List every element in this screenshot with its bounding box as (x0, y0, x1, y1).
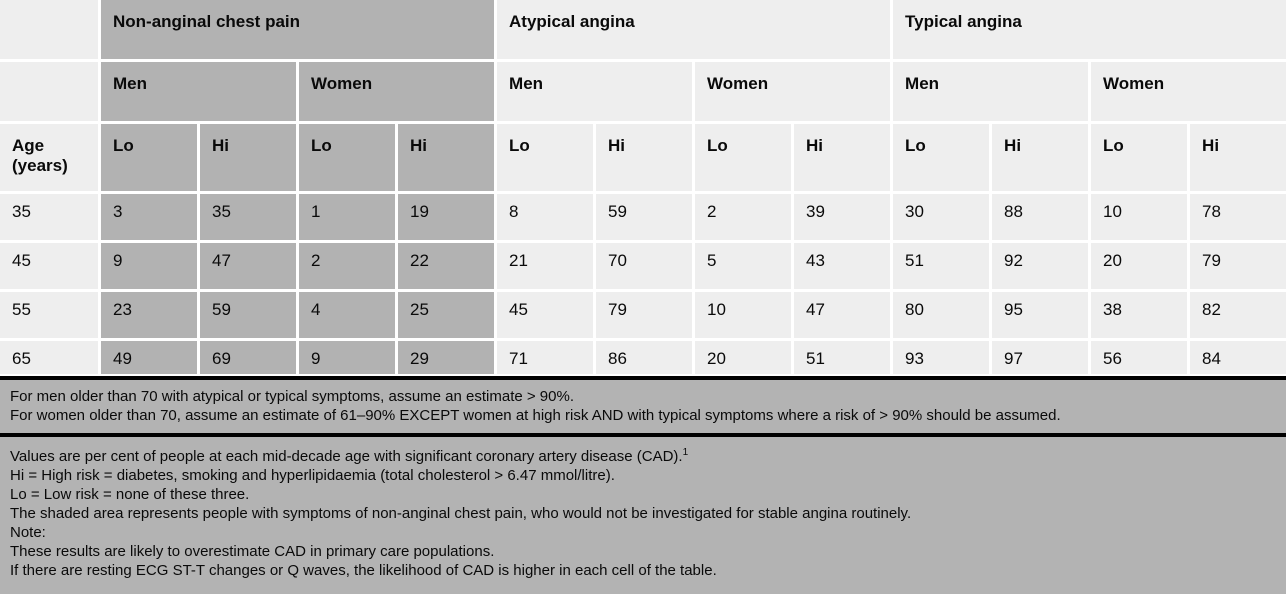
value-cell: 30 (893, 194, 990, 240)
group-header-non-anginal: Non-anginal chest pain (101, 0, 495, 59)
age-cell: 55 (0, 292, 98, 338)
value-cell: 78 (1190, 194, 1286, 240)
value-cell: 59 (596, 194, 693, 240)
sex-header-women: Women (695, 62, 891, 121)
value-cell: 71 (497, 341, 594, 374)
corner-cell-empty (0, 0, 98, 59)
value-cell: 35 (200, 194, 296, 240)
risk-header-hi: Hi (200, 124, 296, 191)
risk-header-lo: Lo (299, 124, 395, 191)
value-cell: 95 (992, 292, 1089, 338)
risk-header-lo: Lo (695, 124, 792, 191)
value-cell: 82 (1190, 292, 1286, 338)
footnote-ecg: If there are resting ECG ST-T changes or… (10, 562, 717, 579)
value-cell: 2 (299, 243, 395, 289)
risk-header-lo: Lo (893, 124, 990, 191)
risk-header-lo: Lo (101, 124, 197, 191)
sex-header-men: Men (101, 62, 296, 121)
value-cell: 9 (299, 341, 395, 374)
group-header-atypical: Atypical angina (497, 0, 891, 59)
risk-header-hi: Hi (1190, 124, 1286, 191)
table-row-age-65: 65 49 69 9 29 71 86 20 51 93 97 56 84 (0, 341, 1286, 374)
footnote-shaded-area: The shaded area represents people with s… (10, 505, 912, 522)
table-row-age-55: 55 23 59 4 25 45 79 10 47 80 95 38 82 (0, 292, 1286, 338)
value-cell: 51 (794, 341, 891, 374)
age-cell: 35 (0, 194, 98, 240)
value-cell: 10 (1091, 194, 1188, 240)
value-cell: 22 (398, 243, 495, 289)
value-cell: 80 (893, 292, 990, 338)
value-cell: 39 (794, 194, 891, 240)
footnote-reference-1: 1 (682, 447, 689, 458)
footnote-values-definition: Values are per cent of people at each mi… (10, 447, 689, 466)
value-cell: 3 (101, 194, 197, 240)
value-cell: 20 (1091, 243, 1188, 289)
table-row-age-35: 35 3 35 1 19 8 59 2 39 30 88 10 78 (0, 194, 1286, 240)
value-cell: 79 (596, 292, 693, 338)
value-cell: 19 (398, 194, 495, 240)
value-cell: 5 (695, 243, 792, 289)
footnote-note-label: Note: (10, 524, 46, 541)
table-row-age-45: 45 9 47 2 22 21 70 5 43 51 92 20 79 (0, 243, 1286, 289)
footnote-overestimate: These results are likely to overestimate… (10, 543, 495, 560)
sex-header-women: Women (1091, 62, 1286, 121)
sex-header-women: Women (299, 62, 495, 121)
value-cell: 56 (1091, 341, 1188, 374)
age-cell: 65 (0, 341, 98, 374)
black-rule-top (0, 376, 1286, 380)
value-cell: 21 (497, 243, 594, 289)
white-gap (0, 374, 1286, 376)
black-rule-bottom (0, 433, 1286, 437)
value-cell: 8 (497, 194, 594, 240)
value-cell: 2 (695, 194, 792, 240)
risk-header-hi: Hi (992, 124, 1089, 191)
value-cell: 88 (992, 194, 1089, 240)
value-cell: 23 (101, 292, 197, 338)
assumption-line-men: For men older than 70 with atypical or t… (10, 388, 575, 405)
footnote-hi-definition: Hi = High risk = diabetes, smoking and h… (10, 467, 615, 484)
value-cell: 70 (596, 243, 693, 289)
value-cell: 92 (992, 243, 1089, 289)
value-cell: 45 (497, 292, 594, 338)
value-cell: 51 (893, 243, 990, 289)
value-cell: 47 (200, 243, 296, 289)
risk-header-lo: Lo (1091, 124, 1188, 191)
risk-header-hi: Hi (794, 124, 891, 191)
value-cell: 29 (398, 341, 495, 374)
value-cell: 4 (299, 292, 395, 338)
age-cell: 45 (0, 243, 98, 289)
value-cell: 20 (695, 341, 792, 374)
value-cell: 10 (695, 292, 792, 338)
risk-header-lo: Lo (497, 124, 594, 191)
value-cell: 1 (299, 194, 395, 240)
cad-likelihood-table: Non-anginal chest pain Atypical angina T… (0, 0, 1286, 374)
risk-header-hi: Hi (398, 124, 495, 191)
value-cell: 9 (101, 243, 197, 289)
corner-cell-empty (0, 62, 98, 121)
value-cell: 47 (794, 292, 891, 338)
value-cell: 25 (398, 292, 495, 338)
over-70-assumptions-note: For men older than 70 with atypical or t… (0, 380, 1286, 433)
value-cell: 49 (101, 341, 197, 374)
group-header-typical: Typical angina (893, 0, 1286, 59)
value-cell: 69 (200, 341, 296, 374)
footnote-lo-definition: Lo = Low risk = none of these three. (10, 486, 250, 503)
assumption-line-women: For women older than 70, assume an estim… (10, 407, 1061, 424)
value-cell: 59 (200, 292, 296, 338)
value-cell: 93 (893, 341, 990, 374)
sex-header-men: Men (893, 62, 1089, 121)
cad-table-region: Non-anginal chest pain Atypical angina T… (0, 0, 1286, 374)
footnotes: Values are per cent of people at each mi… (0, 437, 1286, 594)
value-cell: 38 (1091, 292, 1188, 338)
value-cell: 43 (794, 243, 891, 289)
value-cell: 79 (1190, 243, 1286, 289)
risk-header-hi: Hi (596, 124, 693, 191)
value-cell: 86 (596, 341, 693, 374)
sex-header-men: Men (497, 62, 693, 121)
value-cell: 84 (1190, 341, 1286, 374)
age-years-header: Age (years) (0, 124, 98, 191)
value-cell: 97 (992, 341, 1089, 374)
